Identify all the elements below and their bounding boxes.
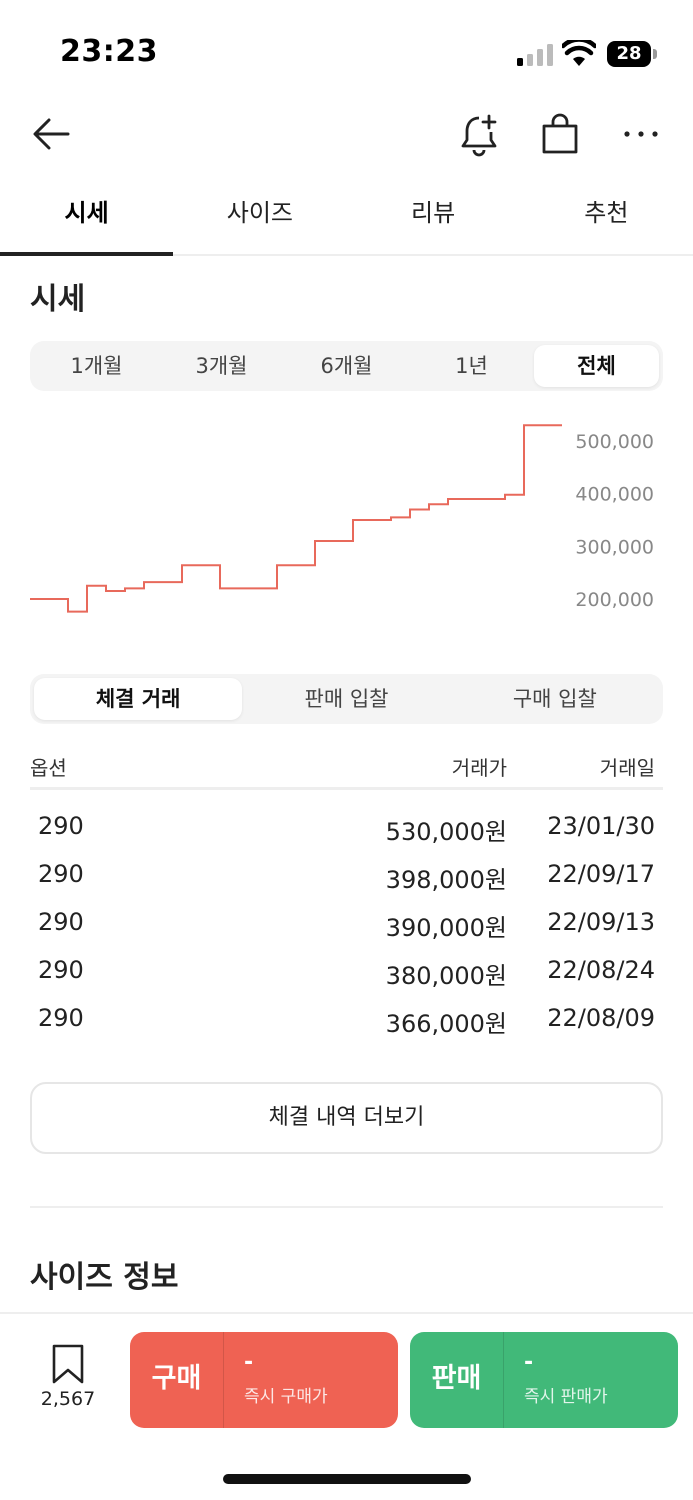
- row-price: 390,000원: [385, 914, 507, 942]
- tab-recommend[interactable]: 추천: [584, 199, 629, 227]
- buy-label: 구매: [130, 1332, 224, 1428]
- column-option: 옵션: [30, 756, 67, 780]
- tab-price[interactable]: 시세: [0, 180, 174, 256]
- table-row: 290 366,000원 22/08/09: [30, 1000, 663, 1048]
- section-divider: [30, 1206, 663, 1208]
- price-line: [30, 424, 562, 613]
- y-tick-label: 500,000: [575, 431, 654, 453]
- home-indicator: [223, 1474, 471, 1484]
- price-section-title: 시세: [30, 282, 86, 317]
- battery-level: 28: [616, 43, 642, 64]
- bookmark-icon: [52, 1344, 84, 1384]
- row-price: 366,000원: [385, 1010, 507, 1038]
- row-price: 530,000원: [385, 818, 507, 846]
- row-option: 290: [38, 812, 84, 840]
- period-3m[interactable]: 3개월: [195, 354, 248, 378]
- row-date: 22/09/17: [547, 860, 655, 888]
- period-1y[interactable]: 1년: [455, 354, 488, 378]
- bookmark-count: 2,567: [40, 1388, 96, 1410]
- column-date: 거래일: [599, 756, 655, 780]
- column-price: 거래가: [451, 756, 507, 780]
- cellular-signal-icon: [517, 44, 553, 66]
- table-row: 290 530,000원 23/01/30: [30, 808, 663, 856]
- y-tick-label: 200,000: [575, 589, 654, 611]
- buy-subtext: 즉시 구매가: [244, 1387, 328, 1407]
- buy-price: -: [244, 1350, 254, 1375]
- bell-plus-icon[interactable]: [455, 110, 503, 158]
- row-date: 22/09/13: [547, 908, 655, 936]
- row-option: 290: [38, 1004, 84, 1032]
- status-time: 23:23: [60, 34, 158, 69]
- more-options-icon[interactable]: [617, 110, 665, 158]
- table-row: 290 390,000원 22/09/13: [30, 904, 663, 952]
- battery-icon: 28: [607, 41, 657, 67]
- subtab-buy-bids[interactable]: 구매 입찰: [512, 687, 597, 711]
- sell-button[interactable]: 판매 - 즉시 판매가: [410, 1332, 678, 1428]
- more-trades-button[interactable]: 체결 내역 더보기: [30, 1082, 663, 1154]
- size-info-title: 사이즈 정보: [30, 1260, 179, 1295]
- row-option: 290: [38, 860, 84, 888]
- period-6m[interactable]: 6개월: [320, 354, 373, 378]
- y-tick-label: 400,000: [575, 484, 654, 506]
- top-nav-bar: [0, 100, 693, 170]
- row-date: 22/08/24: [547, 956, 655, 984]
- status-bar: 23:23 28: [0, 0, 693, 100]
- period-1m[interactable]: 1개월: [70, 354, 123, 378]
- bookmark-button[interactable]: 2,567: [28, 1344, 108, 1414]
- y-tick-label: 300,000: [575, 536, 654, 558]
- row-date: 22/08/09: [547, 1004, 655, 1032]
- price-history-chart: 500,000 400,000 300,000 200,000: [30, 424, 654, 613]
- wifi-icon: [562, 40, 596, 66]
- product-tabs: 시세 사이즈 리뷰 추천: [0, 180, 693, 256]
- shopping-bag-icon[interactable]: [536, 110, 584, 158]
- row-option: 290: [38, 908, 84, 936]
- bottom-action-bar: 2,567 구매 - 즉시 구매가 판매 - 즉시 판매가: [0, 1312, 693, 1500]
- row-option: 290: [38, 956, 84, 984]
- back-arrow-icon[interactable]: [28, 110, 76, 158]
- trade-type-selector: 체결 거래 판매 입찰 구매 입찰: [30, 674, 663, 724]
- table-row: 290 398,000원 22/09/17: [30, 856, 663, 904]
- buy-button[interactable]: 구매 - 즉시 구매가: [130, 1332, 398, 1428]
- sell-label: 판매: [410, 1332, 504, 1428]
- table-row: 290 380,000원 22/08/24: [30, 952, 663, 1000]
- tab-size[interactable]: 사이즈: [226, 199, 293, 227]
- period-all[interactable]: 전체: [534, 345, 659, 387]
- trade-table-header: 옵션 거래가 거래일: [30, 744, 663, 790]
- trade-table-body: 290 530,000원 23/01/30 290 398,000원 22/09…: [30, 808, 663, 1048]
- row-date: 23/01/30: [547, 812, 655, 840]
- sell-subtext: 즉시 판매가: [524, 1387, 608, 1407]
- subtab-completed-trades[interactable]: 체결 거래: [34, 678, 243, 720]
- sell-price: -: [524, 1350, 534, 1375]
- tab-review[interactable]: 리뷰: [411, 199, 456, 227]
- row-price: 380,000원: [385, 962, 507, 990]
- period-selector: 1개월 3개월 6개월 1년 전체: [30, 341, 663, 391]
- subtab-sell-bids[interactable]: 판매 입찰: [304, 687, 389, 711]
- row-price: 398,000원: [385, 866, 507, 894]
